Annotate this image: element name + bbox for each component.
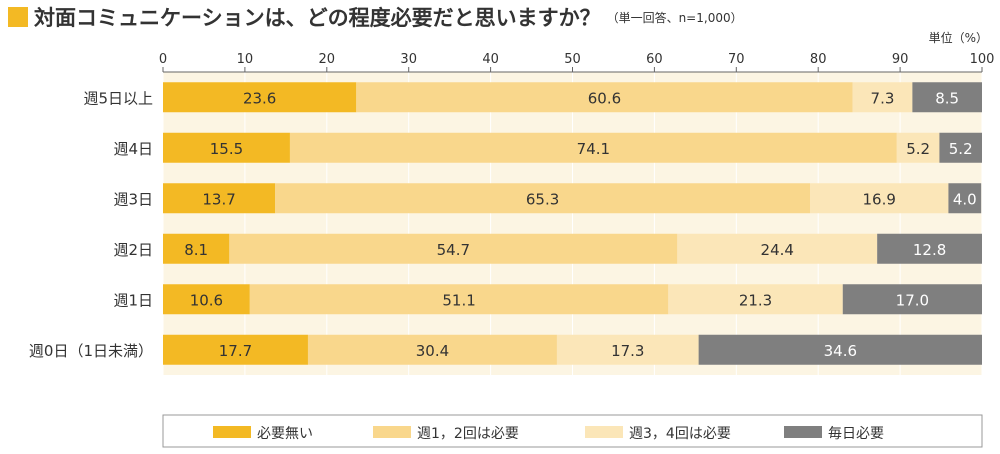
bar-segment	[275, 183, 811, 214]
bar-segment	[307, 334, 557, 365]
data-label: 51.1	[442, 291, 475, 309]
legend-swatch	[784, 426, 822, 438]
bar-segment	[163, 132, 290, 163]
x-tick-label: 60	[646, 52, 663, 67]
data-label: 21.3	[739, 291, 772, 309]
bar-segment	[163, 334, 308, 365]
chart-title-row: 対面コミュニケーションは、どの程度必要だと思いますか？ （単一回答、n=1,00…	[8, 4, 743, 30]
category-label: 週4日	[113, 140, 153, 158]
data-label: 7.3	[871, 89, 895, 107]
category-label: 週0日（1日未満）	[29, 342, 153, 360]
bar-segment	[163, 284, 250, 315]
legend-label: 週1，2回は必要	[417, 426, 519, 442]
bar-segment	[948, 183, 982, 214]
legend-swatch	[585, 426, 623, 438]
bar-segment	[698, 334, 982, 365]
data-label: 23.6	[243, 89, 276, 107]
data-label: 5.2	[906, 140, 930, 158]
data-label: 24.4	[761, 241, 794, 259]
data-label: 54.7	[437, 241, 470, 259]
bar-segment	[163, 233, 230, 264]
bar-segment	[289, 132, 897, 163]
x-tick-label: 80	[810, 52, 827, 67]
category-label: 週2日	[113, 241, 153, 259]
x-tick-label: 40	[482, 52, 499, 67]
bar-segment	[877, 233, 982, 264]
data-label: 17.0	[896, 291, 929, 309]
data-label: 30.4	[416, 342, 449, 360]
bar-segment	[163, 82, 357, 113]
legend-label: 週3，4回は必要	[629, 426, 731, 442]
data-label: 8.5	[935, 89, 959, 107]
x-tick-label: 20	[319, 52, 336, 67]
legend-box	[162, 414, 983, 448]
bar-segment	[556, 334, 699, 365]
bar-segment	[356, 82, 853, 113]
data-label: 8.1	[184, 241, 208, 259]
bar-segment	[163, 183, 276, 214]
category-label: 週1日	[113, 291, 153, 309]
chart-title: 対面コミュニケーションは、どの程度必要だと思いますか？	[34, 6, 601, 30]
category-label: 週3日	[113, 190, 153, 208]
data-label: 13.7	[202, 190, 235, 208]
legend-label: 毎日必要	[828, 426, 884, 442]
data-label: 34.6	[824, 342, 857, 360]
data-label: 16.9	[863, 190, 896, 208]
data-label: 15.5	[210, 140, 243, 158]
data-label: 17.7	[219, 342, 252, 360]
bar-segment	[249, 284, 669, 315]
data-label: 17.3	[611, 342, 644, 360]
bar-segment	[842, 284, 982, 315]
bar-segment	[668, 284, 843, 315]
bar-segment	[677, 233, 878, 264]
x-tick-label: 0	[159, 52, 167, 67]
x-tick-label: 90	[892, 52, 909, 67]
data-label: 60.6	[588, 89, 621, 107]
data-label: 10.6	[190, 291, 223, 309]
legend-swatch	[213, 426, 251, 438]
bar-segment	[852, 82, 913, 113]
data-label: 5.2	[949, 140, 973, 158]
chart-subtitle: （単一回答、n=1,000）	[606, 10, 743, 25]
x-tick-label: 70	[728, 52, 745, 67]
unit-label: 単位（%）	[929, 30, 988, 45]
x-tick-label: 100	[970, 52, 995, 67]
bar-segment	[939, 132, 982, 163]
x-tick-label: 50	[564, 52, 581, 67]
bar-segment	[896, 132, 940, 163]
data-label: 65.3	[526, 190, 559, 208]
bar-segment	[912, 82, 982, 113]
bar-segment	[810, 183, 949, 214]
bar-segment	[229, 233, 678, 264]
x-tick-label: 10	[237, 52, 254, 67]
legend-swatch	[373, 426, 411, 438]
x-tick-label: 30	[400, 52, 417, 67]
data-label: 4.0	[953, 190, 977, 208]
data-label: 74.1	[577, 140, 610, 158]
legend-label: 必要無い	[257, 426, 313, 442]
category-label: 週5日以上	[83, 89, 153, 107]
title-marker-icon	[8, 7, 28, 27]
data-label: 12.8	[913, 241, 946, 259]
